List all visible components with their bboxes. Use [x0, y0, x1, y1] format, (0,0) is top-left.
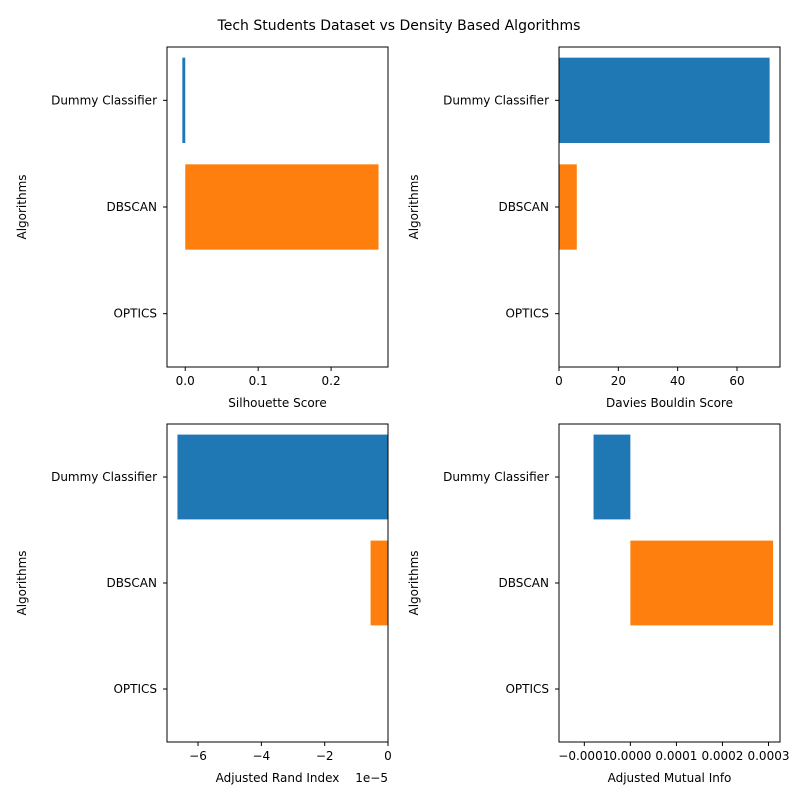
bar-dbscan	[559, 164, 577, 250]
y-axis-label: Algorithms	[15, 550, 29, 615]
bar-dbscan	[185, 164, 379, 250]
x-tick-label: −2	[316, 749, 334, 763]
x-tick-label: 0.0000	[609, 749, 651, 763]
y-tick-label: Dummy Classifier	[443, 93, 549, 107]
x-tick-label: 0.0001	[655, 749, 697, 763]
x-tick-label: 60	[729, 374, 744, 388]
y-tick-label: OPTICS	[113, 682, 157, 696]
bar-dummy-classifier	[593, 434, 631, 520]
x-tick-label: 0.0	[176, 374, 195, 388]
chart-panel-2: Dummy Classifier DBSCAN OPTICS 0 20 40 60 Davie…	[407, 46, 781, 410]
x-tick-label: 0.0003	[747, 749, 789, 763]
y-axis-label: Algorithms	[15, 174, 29, 239]
y-tick-label: DBSCAN	[499, 576, 549, 590]
x-tick-label: −0.0001	[558, 749, 610, 763]
x-tick-label: −4	[253, 749, 271, 763]
x-axis-label: Adjusted Mutual Info	[608, 771, 732, 785]
bar-dbscan	[370, 540, 388, 626]
x-tick-label: −6	[189, 749, 207, 763]
bar-dummy-classifier	[182, 57, 186, 143]
y-tick-label: OPTICS	[505, 307, 549, 321]
x-offset-text: 1e−5	[355, 771, 388, 785]
y-axis-label: Algorithms	[407, 174, 421, 239]
x-axis-label: Adjusted Rand Index	[216, 771, 340, 785]
x-axis-label: Davies Bouldin Score	[606, 396, 733, 410]
y-tick-label: Dummy Classifier	[51, 470, 157, 484]
x-tick-label: 0.2	[322, 374, 341, 388]
x-tick-label: 0.1	[249, 374, 268, 388]
y-tick-label: DBSCAN	[107, 200, 157, 214]
figure-title: Tech Students Dataset vs Density Based A…	[217, 18, 581, 34]
y-tick-label: DBSCAN	[499, 200, 549, 214]
y-tick-label: Dummy Classifier	[51, 93, 157, 107]
chart-panel-3: Dummy Classifier DBSCAN OPTICS −6 −4 −2 0 Adjus…	[15, 423, 392, 785]
x-axis-label: Silhouette Score	[228, 396, 326, 410]
y-tick-label: DBSCAN	[107, 576, 157, 590]
x-tick-label: 0	[384, 749, 392, 763]
x-tick-label: 0	[555, 374, 563, 388]
y-tick-label: Dummy Classifier	[443, 470, 549, 484]
y-axis-label: Algorithms	[407, 550, 421, 615]
x-tick-label: 0.0002	[701, 749, 743, 763]
x-tick-label: 40	[670, 374, 685, 388]
bar-dbscan	[630, 540, 774, 626]
bar-dummy-classifier	[559, 57, 770, 143]
y-tick-label: OPTICS	[505, 682, 549, 696]
x-tick-label: 20	[611, 374, 626, 388]
y-tick-label: OPTICS	[113, 307, 157, 321]
bar-dummy-classifier	[177, 434, 388, 520]
chart-panel-1: Dummy Classifier DBSCAN OPTICS 0.0 0.1 0.2 Sil…	[15, 46, 389, 410]
